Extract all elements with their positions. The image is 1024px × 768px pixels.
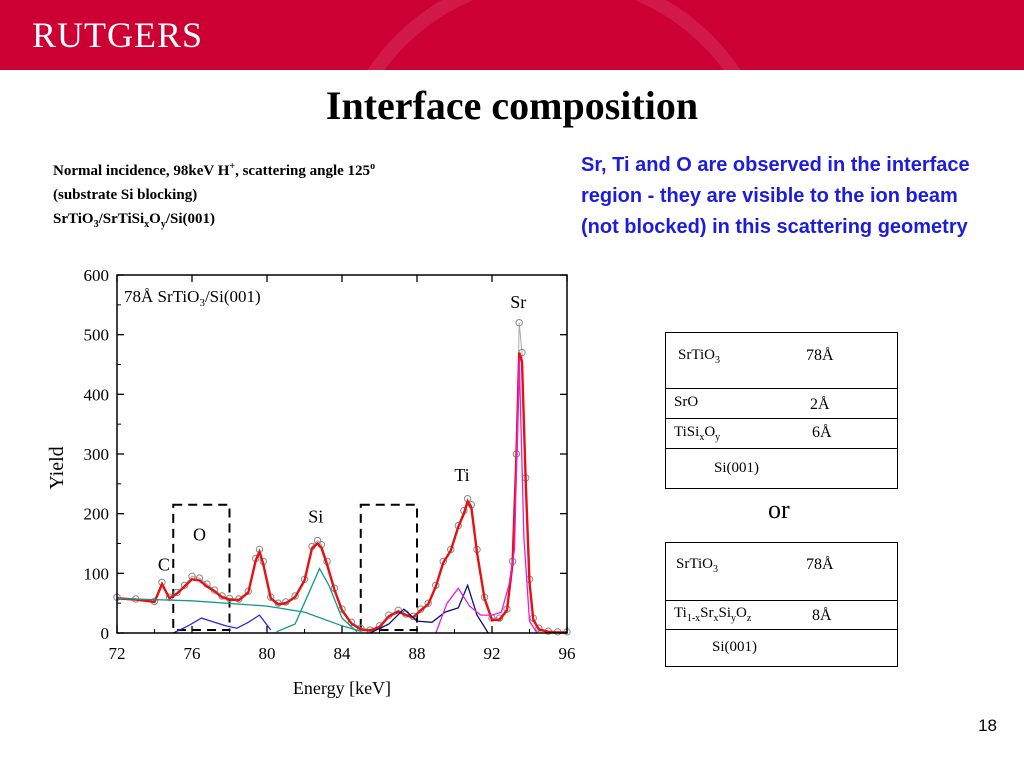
y-tick-label: 200 (84, 505, 110, 524)
y-tick-label: 500 (84, 326, 110, 345)
structure-a-srtio3-thickness: 78Å (806, 347, 834, 364)
series-sr-components (435, 358, 538, 634)
data-point (495, 614, 504, 622)
dashed-window-1 (172, 503, 231, 632)
y-tick-label: 100 (84, 564, 110, 583)
structure-b-substrate-label: Si(001) (712, 639, 757, 655)
caption-line-3: SrTiO3/SrTiSixOy/Si(001) (53, 211, 216, 230)
header-banner: RUTGERS (0, 0, 1024, 70)
data-point (173, 588, 181, 597)
chart-caption: Normal incidence, 98keV H+, scattering a… (53, 155, 375, 237)
peak-label-si: Si (308, 507, 323, 527)
structure-b-srtio3-thickness: 78Å (806, 556, 834, 573)
structure-b-srtio3-label: SrTiO3 (676, 556, 718, 575)
series-ti-components (369, 583, 489, 634)
peak-label-c: C (158, 554, 170, 574)
dashed-window-2 (359, 503, 418, 632)
caption-line-1: Normal incidence, 98keV H+, scattering a… (53, 161, 376, 179)
slide-title: Interface composition (325, 83, 699, 128)
structure-a-sro-thickness: 2Å (810, 396, 830, 413)
data-point (535, 624, 543, 632)
y-axis-label: Yield (46, 446, 68, 489)
y-tick-label: 300 (84, 445, 110, 464)
caption-line-2: (substrate Si blocking) (53, 187, 198, 203)
structure-a-sro-label: SrO (674, 394, 699, 410)
observation-note: Sr, Ti and O are observed in the interfa… (581, 154, 970, 238)
data-point (180, 581, 189, 589)
series-o-components (173, 614, 272, 634)
dashed-windows (172, 503, 418, 632)
structure-b-interface-layer: Ti1-xSrxSiyOz 8Å (666, 601, 897, 630)
structure-a-srtio3-label: SrTiO3 (678, 347, 720, 366)
peak-label-ti: Ti (454, 465, 469, 485)
chart-series (113, 319, 571, 636)
axis-ticks: 72 76 80 84 88 92 96 0 100 200 300 400 500 600 (84, 266, 576, 663)
structure-a-tisi-layer: TiSixOy 6Å (666, 419, 897, 449)
structure-a-substrate-label: Si(001) (714, 460, 759, 476)
data-point (347, 618, 356, 626)
x-tick-label: 92 (484, 644, 501, 663)
data-point (394, 606, 402, 615)
x-tick-label: 84 (334, 644, 352, 663)
structure-a: SrTiO3 78Å SrO 2Å TiSixOy 6Å Si(001) (665, 332, 898, 489)
x-tick-label: 88 (409, 644, 426, 663)
y-tick-label: 0 (101, 624, 110, 643)
x-axis-label: Energy [keV] (293, 678, 391, 698)
x-tick-label: 76 (184, 644, 201, 663)
structure-b-substrate: Si(001) (666, 630, 897, 667)
structure-b: SrTiO3 78Å Ti1-xSrxSiyOz 8Å Si(001) (665, 542, 898, 667)
x-tick-label: 72 (109, 644, 126, 663)
structure-a-sro-layer: SrO 2Å (666, 389, 897, 419)
structure-a-tisi-label: TiSixOy (674, 424, 721, 443)
x-tick-label: 80 (259, 644, 276, 663)
or-label: or (768, 495, 790, 524)
y-tick-label: 600 (84, 266, 110, 285)
series-background (116, 597, 361, 632)
page-number: 18 (978, 716, 997, 735)
rutgers-logo: RUTGERS (32, 15, 204, 55)
structure-a-srtio3-layer: SrTiO3 78Å (666, 333, 897, 389)
chart-annotation: 78Å SrTiO3/Si(001) (124, 287, 261, 309)
structure-b-srtio3-layer: SrTiO3 78Å (666, 543, 897, 601)
peak-labels: C O Si Ti Sr (158, 292, 526, 575)
series-si-component (276, 567, 358, 633)
data-point (291, 592, 299, 600)
structure-b-interface-label: Ti1-xSrxSiyOz (674, 605, 752, 624)
x-tick-label: 96 (559, 644, 576, 663)
structure-a-substrate: Si(001) (666, 449, 897, 489)
structure-a-tisi-thickness: 6Å (812, 424, 832, 441)
peak-label-sr: Sr (510, 292, 526, 312)
data-point (515, 319, 523, 327)
data-point (424, 599, 432, 607)
plot-frame (116, 274, 568, 634)
peak-label-o: O (193, 525, 206, 545)
y-tick-label: 400 (84, 385, 110, 404)
structure-b-interface-thickness: 8Å (812, 607, 832, 624)
series-simulated-total (116, 352, 567, 634)
